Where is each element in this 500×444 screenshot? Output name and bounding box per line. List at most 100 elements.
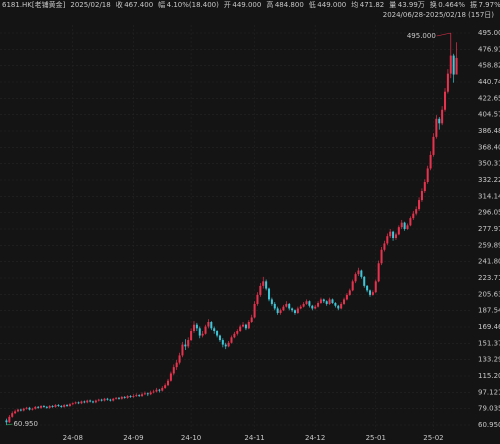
y-tick-label: 495.00: [478, 29, 500, 37]
candle-body: [394, 234, 397, 239]
candle-body: [360, 270, 363, 277]
x-tick-label: 24-10: [181, 434, 201, 442]
candle-body: [322, 299, 325, 302]
candle-body: [195, 324, 198, 329]
candle-body: [230, 337, 233, 343]
candle-body: [68, 404, 71, 406]
candle-body: [285, 303, 288, 307]
candle-body: [22, 408, 25, 411]
candle-body: [207, 321, 210, 327]
y-tick-label: 241.80: [478, 258, 500, 266]
candle-body: [412, 213, 415, 219]
candle-body: [117, 397, 120, 399]
header-item: 484.800: [275, 1, 304, 9]
low-pointer: [6, 423, 13, 426]
candle-body: [161, 387, 164, 391]
candle-body: [380, 249, 383, 264]
candle-body: [201, 333, 204, 336]
y-tick-label: 404.57: [478, 111, 500, 119]
candle-body: [311, 305, 314, 309]
candle-body: [129, 396, 132, 397]
header-item: 467.400: [124, 1, 153, 9]
candle-body: [366, 285, 369, 291]
range-label: 2024/06/28-2025/02/18 (157日): [383, 11, 495, 19]
candle-body: [406, 225, 409, 229]
candle-body: [328, 299, 331, 304]
candle-body: [135, 395, 138, 397]
candle-body: [63, 405, 66, 407]
candle-body: [256, 294, 259, 304]
y-tick-label: 169.46: [478, 323, 500, 331]
candle-body: [273, 303, 276, 309]
high-pointer: [436, 32, 451, 37]
candle-body: [363, 276, 366, 286]
header-item: 量: [389, 1, 396, 9]
y-tick-label: 386.48: [478, 127, 500, 135]
candle-body: [265, 281, 268, 289]
candle-body: [112, 398, 115, 401]
candle-body: [28, 407, 31, 410]
candle-body: [420, 191, 423, 201]
candle-body: [198, 328, 201, 336]
candle-body: [299, 306, 302, 309]
candle-body: [331, 299, 334, 304]
candle-body: [80, 401, 83, 404]
candle-body: [146, 393, 149, 395]
candle-body: [446, 73, 449, 92]
candle-body: [97, 399, 100, 401]
header-item: 收: [116, 0, 123, 9]
candle-body: [343, 299, 346, 304]
candle-body: [71, 403, 74, 405]
candle-body: [66, 405, 69, 406]
candle-body: [213, 328, 216, 332]
y-tick-label: 79.035: [478, 405, 500, 413]
candle-body: [86, 400, 89, 403]
y-tick-label: 205.63: [478, 290, 500, 298]
candle-body: [51, 405, 54, 407]
candle-body: [423, 182, 426, 192]
candle-body: [259, 285, 262, 295]
candle-body: [239, 326, 242, 332]
header-item: 43.99万: [398, 1, 425, 9]
candle-body: [25, 407, 28, 409]
candle-body: [441, 109, 444, 124]
y-tick-label: 133.29: [478, 356, 500, 364]
y-tick-label: 440.74: [478, 78, 500, 86]
candle-body: [426, 168, 429, 183]
candle-body: [106, 398, 109, 400]
candle-body: [296, 308, 299, 313]
candle-body: [377, 263, 380, 282]
candle-body: [190, 331, 193, 341]
header-item: 换: [430, 0, 437, 9]
candle-body: [227, 342, 230, 347]
candle-body: [247, 321, 250, 329]
candle-body: [178, 355, 181, 363]
x-tick-label: 24-11: [244, 434, 264, 442]
candle-body: [244, 324, 247, 329]
candle-body: [167, 380, 170, 386]
candle-body: [158, 389, 161, 391]
candle-body: [429, 154, 432, 169]
candle-body: [57, 405, 60, 406]
candle-body: [77, 402, 80, 404]
candle-body: [126, 396, 129, 398]
candle-body: [270, 299, 273, 304]
candle-body: [181, 344, 184, 356]
candle-body: [267, 288, 271, 300]
candle-body: [305, 301, 308, 304]
candle-body: [11, 413, 14, 417]
candle-body: [141, 394, 144, 397]
header-item: 7.97%: [478, 1, 500, 9]
x-tick-label: 25-02: [423, 434, 443, 442]
candle-body: [389, 231, 392, 237]
candle-body: [418, 200, 421, 210]
candle-body: [218, 335, 221, 341]
candle-body: [60, 405, 63, 407]
y-tick-label: 151.37: [478, 339, 500, 347]
x-tick-label: 24-09: [123, 434, 143, 442]
candle-body: [83, 401, 86, 403]
candle-body: [149, 392, 152, 395]
candle-body: [455, 57, 458, 75]
